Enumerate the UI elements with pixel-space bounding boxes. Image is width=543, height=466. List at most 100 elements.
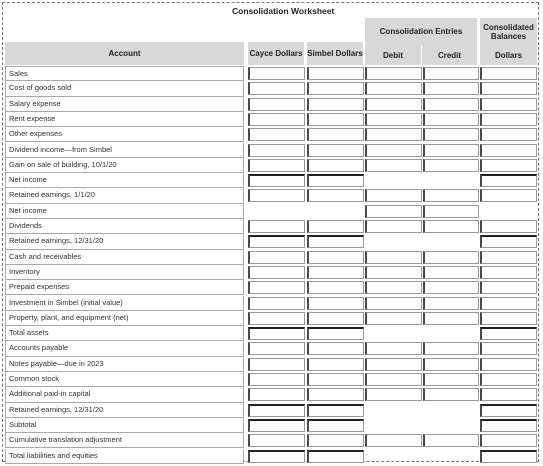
cayce-input[interactable] [248, 296, 305, 310]
simbel-input[interactable] [307, 418, 364, 432]
consolidated-input[interactable] [480, 265, 537, 279]
debit-input[interactable] [365, 143, 422, 157]
cayce-input[interactable] [248, 82, 305, 96]
debit-input[interactable] [365, 373, 422, 386]
consolidated-input[interactable] [480, 357, 537, 371]
cayce-input[interactable] [248, 158, 305, 172]
debit-input[interactable] [365, 296, 422, 310]
simbel-input[interactable] [307, 97, 364, 111]
cayce-input[interactable] [248, 220, 305, 233]
simbel-input[interactable] [307, 128, 364, 142]
cayce-input[interactable] [248, 128, 305, 142]
cayce-input[interactable] [248, 388, 305, 402]
cayce-input[interactable] [248, 403, 305, 417]
simbel-input[interactable] [307, 449, 364, 463]
credit-input[interactable] [423, 434, 479, 448]
consolidated-input[interactable] [480, 128, 537, 142]
consolidated-input[interactable] [480, 174, 537, 188]
cayce-input[interactable] [248, 357, 305, 371]
consolidated-input[interactable] [480, 82, 537, 96]
credit-input[interactable] [423, 97, 479, 111]
consolidated-input[interactable] [480, 449, 537, 463]
simbel-input[interactable] [307, 250, 364, 264]
consolidated-input[interactable] [480, 220, 537, 233]
cayce-input[interactable] [248, 250, 305, 264]
consolidated-input[interactable] [480, 311, 537, 325]
simbel-input[interactable] [307, 82, 364, 96]
debit-input[interactable] [365, 342, 422, 356]
simbel-input[interactable] [307, 112, 364, 126]
consolidated-input[interactable] [480, 327, 537, 341]
consolidated-input[interactable] [480, 403, 537, 417]
debit-input[interactable] [365, 281, 422, 295]
cayce-input[interactable] [248, 189, 305, 203]
cayce-input[interactable] [248, 265, 305, 279]
consolidated-input[interactable] [480, 158, 537, 172]
simbel-input[interactable] [307, 174, 364, 188]
cayce-input[interactable] [248, 67, 305, 80]
credit-input[interactable] [423, 373, 479, 386]
consolidated-input[interactable] [480, 250, 537, 264]
credit-input[interactable] [423, 357, 479, 371]
cayce-input[interactable] [248, 281, 305, 295]
credit-input[interactable] [423, 281, 479, 295]
debit-input[interactable] [365, 250, 422, 264]
credit-input[interactable] [423, 204, 479, 218]
consolidated-input[interactable] [480, 67, 537, 80]
credit-input[interactable] [423, 388, 479, 402]
simbel-input[interactable] [307, 373, 364, 386]
consolidated-input[interactable] [480, 296, 537, 310]
simbel-input[interactable] [307, 189, 364, 203]
debit-input[interactable] [365, 82, 422, 96]
cayce-input[interactable] [248, 235, 305, 249]
cayce-input[interactable] [248, 311, 305, 325]
consolidated-input[interactable] [480, 235, 537, 249]
credit-input[interactable] [423, 220, 479, 233]
simbel-input[interactable] [307, 220, 364, 233]
credit-input[interactable] [423, 189, 479, 203]
credit-input[interactable] [423, 143, 479, 157]
simbel-input[interactable] [307, 357, 364, 371]
consolidated-input[interactable] [480, 388, 537, 402]
credit-input[interactable] [423, 311, 479, 325]
cayce-input[interactable] [248, 373, 305, 386]
credit-input[interactable] [423, 67, 479, 80]
simbel-input[interactable] [307, 158, 364, 172]
simbel-input[interactable] [307, 327, 364, 341]
simbel-input[interactable] [307, 265, 364, 279]
consolidated-input[interactable] [480, 418, 537, 432]
cayce-input[interactable] [248, 174, 305, 188]
credit-input[interactable] [423, 158, 479, 172]
debit-input[interactable] [365, 158, 422, 172]
debit-input[interactable] [365, 388, 422, 402]
simbel-input[interactable] [307, 281, 364, 295]
consolidated-input[interactable] [480, 434, 537, 448]
cayce-input[interactable] [248, 97, 305, 111]
debit-input[interactable] [365, 204, 422, 218]
consolidated-input[interactable] [480, 281, 537, 295]
credit-input[interactable] [423, 128, 479, 142]
credit-input[interactable] [423, 296, 479, 310]
credit-input[interactable] [423, 250, 479, 264]
simbel-input[interactable] [307, 235, 364, 249]
consolidated-input[interactable] [480, 112, 537, 126]
debit-input[interactable] [365, 97, 422, 111]
cayce-input[interactable] [248, 112, 305, 126]
cayce-input[interactable] [248, 327, 305, 341]
consolidated-input[interactable] [480, 189, 537, 203]
simbel-input[interactable] [307, 296, 364, 310]
credit-input[interactable] [423, 265, 479, 279]
simbel-input[interactable] [307, 67, 364, 80]
simbel-input[interactable] [307, 143, 364, 157]
debit-input[interactable] [365, 311, 422, 325]
debit-input[interactable] [365, 112, 422, 126]
simbel-input[interactable] [307, 311, 364, 325]
cayce-input[interactable] [248, 342, 305, 356]
credit-input[interactable] [423, 112, 479, 126]
simbel-input[interactable] [307, 388, 364, 402]
debit-input[interactable] [365, 220, 422, 233]
debit-input[interactable] [365, 189, 422, 203]
cayce-input[interactable] [248, 143, 305, 157]
cayce-input[interactable] [248, 449, 305, 463]
consolidated-input[interactable] [480, 97, 537, 111]
